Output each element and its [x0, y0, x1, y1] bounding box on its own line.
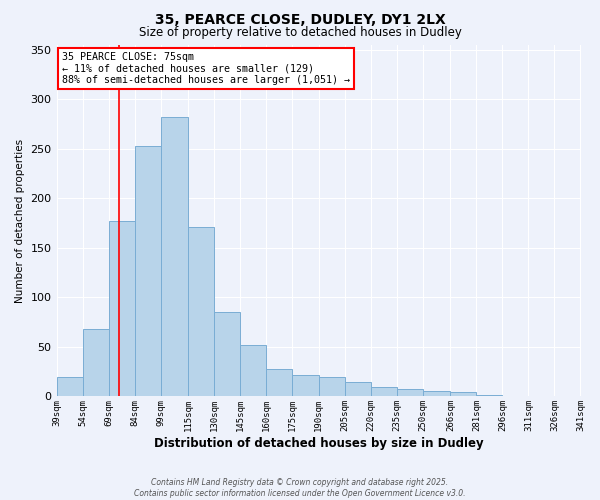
Bar [161, 118, 188, 396]
Text: Contains HM Land Registry data © Crown copyright and database right 2025.
Contai: Contains HM Land Registry data © Crown c… [134, 478, 466, 498]
Bar [319, 376, 344, 396]
X-axis label: Distribution of detached houses by size in Dudley: Distribution of detached houses by size … [154, 437, 484, 450]
Bar [266, 368, 292, 396]
Bar [188, 227, 214, 396]
Text: Size of property relative to detached houses in Dudley: Size of property relative to detached ho… [139, 26, 461, 39]
Bar [83, 329, 109, 396]
Bar [344, 382, 371, 396]
Bar [241, 345, 266, 397]
Bar [214, 312, 241, 396]
Bar [292, 374, 319, 396]
Bar [397, 390, 422, 396]
Text: 35, PEARCE CLOSE, DUDLEY, DY1 2LX: 35, PEARCE CLOSE, DUDLEY, DY1 2LX [155, 12, 445, 26]
Bar [56, 376, 83, 396]
Bar [109, 221, 134, 396]
Bar [422, 392, 451, 396]
Text: 35 PEARCE CLOSE: 75sqm
← 11% of detached houses are smaller (129)
88% of semi-de: 35 PEARCE CLOSE: 75sqm ← 11% of detached… [62, 52, 350, 85]
Y-axis label: Number of detached properties: Number of detached properties [15, 138, 25, 303]
Bar [134, 146, 161, 397]
Bar [371, 386, 397, 396]
Bar [451, 392, 476, 396]
